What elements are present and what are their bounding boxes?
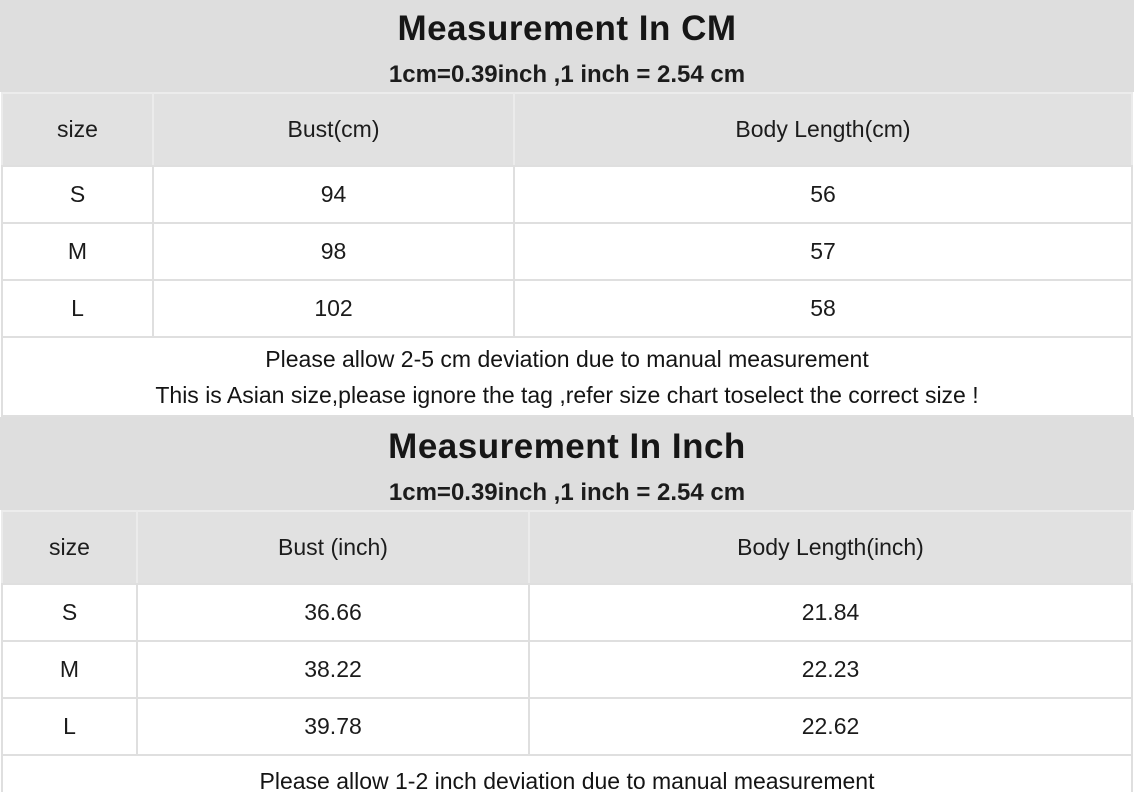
size-cell: M bbox=[1, 222, 154, 281]
body-length-cell: 56 bbox=[513, 165, 1133, 224]
body-length-cell: 58 bbox=[513, 279, 1133, 338]
table-row-s: S 94 56 bbox=[1, 165, 1133, 224]
size-cell: L bbox=[1, 279, 154, 338]
cm-header-row: size Bust(cm) Body Length(cm) bbox=[1, 92, 1133, 167]
bust-cell: 39.78 bbox=[136, 697, 530, 756]
inch-title-band: Measurement In Inch 1cm=0.39inch ,1 inch… bbox=[0, 417, 1134, 510]
size-cell: M bbox=[1, 640, 138, 699]
inch-notes-cell: Please allow 1-2 inch deviation due to m… bbox=[1, 754, 1133, 792]
body-length-cell: 22.23 bbox=[528, 640, 1133, 699]
inch-conversion-subtitle: 1cm=0.39inch ,1 inch = 2.54 cm bbox=[388, 479, 746, 506]
body-length-cell: 21.84 bbox=[528, 583, 1133, 642]
cm-deviation-note: Please allow 2-5 cm deviation due to man… bbox=[265, 345, 869, 372]
table-row-m: M 98 57 bbox=[1, 222, 1133, 281]
bust-cell: 102 bbox=[152, 279, 515, 338]
bust-cell: 36.66 bbox=[136, 583, 530, 642]
size-cell: S bbox=[1, 583, 138, 642]
size-cell: L bbox=[1, 697, 138, 756]
table-row-s: S 36.66 21.84 bbox=[1, 583, 1133, 642]
size-table-cm: size Bust(cm) Body Length(cm) S 94 56 M … bbox=[1, 92, 1133, 417]
bust-cell: 94 bbox=[152, 165, 515, 224]
inch-deviation-note: Please allow 1-2 inch deviation due to m… bbox=[259, 768, 875, 792]
table-row-l: L 102 58 bbox=[1, 279, 1133, 338]
inch-header-row: size Bust (inch) Body Length(inch) bbox=[1, 510, 1133, 585]
body-length-cell: 22.62 bbox=[528, 697, 1133, 756]
inch-column-header-body-length: Body Length(inch) bbox=[528, 510, 1133, 585]
cm-conversion-subtitle: 1cm=0.39inch ,1 inch = 2.54 cm bbox=[388, 61, 746, 88]
bust-cell: 38.22 bbox=[136, 640, 530, 699]
table-row-l: L 39.78 22.62 bbox=[1, 697, 1133, 756]
body-length-cell: 57 bbox=[513, 222, 1133, 281]
bust-cell: 98 bbox=[152, 222, 515, 281]
inch-section-title: Measurement In Inch bbox=[388, 427, 746, 466]
cm-column-header-bust: Bust(cm) bbox=[152, 92, 515, 167]
asian-size-note: This is Asian size,please ignore the tag… bbox=[155, 381, 979, 408]
cm-column-header-size: size bbox=[1, 92, 154, 167]
cm-column-header-body-length: Body Length(cm) bbox=[513, 92, 1133, 167]
measurement-inch-section: Measurement In Inch 1cm=0.39inch ,1 inch… bbox=[0, 417, 1134, 792]
size-cell: S bbox=[1, 165, 154, 224]
inch-column-header-bust: Bust (inch) bbox=[136, 510, 530, 585]
inch-column-header-size: size bbox=[1, 510, 138, 585]
measurement-cm-section: Measurement In CM 1cm=0.39inch ,1 inch =… bbox=[0, 0, 1134, 417]
cm-title-band: Measurement In CM 1cm=0.39inch ,1 inch =… bbox=[0, 0, 1134, 92]
cm-notes-row: Please allow 2-5 cm deviation due to man… bbox=[1, 336, 1133, 417]
table-row-m: M 38.22 22.23 bbox=[1, 640, 1133, 699]
cm-notes-cell: Please allow 2-5 cm deviation due to man… bbox=[1, 336, 1133, 417]
inch-notes-row: Please allow 1-2 inch deviation due to m… bbox=[1, 754, 1133, 792]
size-table-inch: size Bust (inch) Body Length(inch) S 36.… bbox=[1, 510, 1133, 792]
cm-section-title: Measurement In CM bbox=[397, 9, 737, 48]
